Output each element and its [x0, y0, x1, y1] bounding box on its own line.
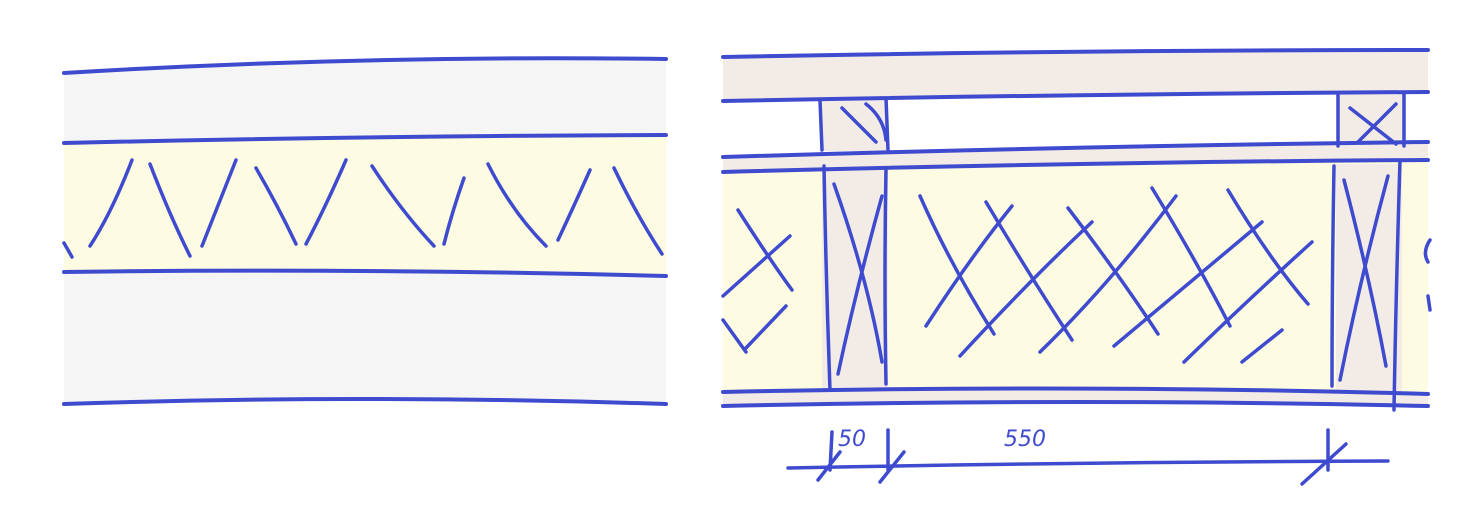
- right-insulation-hatch: [721, 186, 1432, 364]
- left-stud: [822, 168, 888, 390]
- left-top-edge-line: [62, 56, 668, 75]
- left-blocking-piece: [820, 99, 888, 151]
- dimension-tick-3-slash: [1300, 442, 1348, 486]
- left-wall-section: [62, 56, 668, 406]
- left-top-board: [64, 58, 666, 143]
- dimension-baseline: [786, 459, 1390, 470]
- right-stud-cross: [1330, 158, 1402, 412]
- dimension-line: 50 550: [786, 427, 1390, 486]
- right-blocking-piece: [1338, 94, 1404, 148]
- stud-width-label: 50: [838, 427, 866, 452]
- right-insulation-cavity: [723, 160, 1428, 394]
- left-stud-cross: [822, 164, 888, 392]
- left-bottom-edge-line: [62, 397, 668, 406]
- right-wall-section: [721, 48, 1432, 412]
- left-bottom-board: [64, 270, 666, 404]
- left-insulation-layer: [64, 135, 666, 276]
- left-insulation-hatch: [62, 158, 664, 259]
- right-blocking-cross: [1336, 92, 1406, 148]
- left-blocking-cross: [818, 96, 890, 152]
- right-middle-plate: [723, 142, 1428, 172]
- right-plate-lines: [721, 48, 1430, 408]
- left-upper-board-line: [62, 133, 668, 145]
- left-lower-board-line: [62, 268, 668, 278]
- cavity-width-label: 550: [1004, 427, 1046, 452]
- right-top-plate: [723, 50, 1428, 101]
- dimension-tick-1-slash: [816, 450, 842, 482]
- dimension-tick-2-slash: [878, 450, 906, 484]
